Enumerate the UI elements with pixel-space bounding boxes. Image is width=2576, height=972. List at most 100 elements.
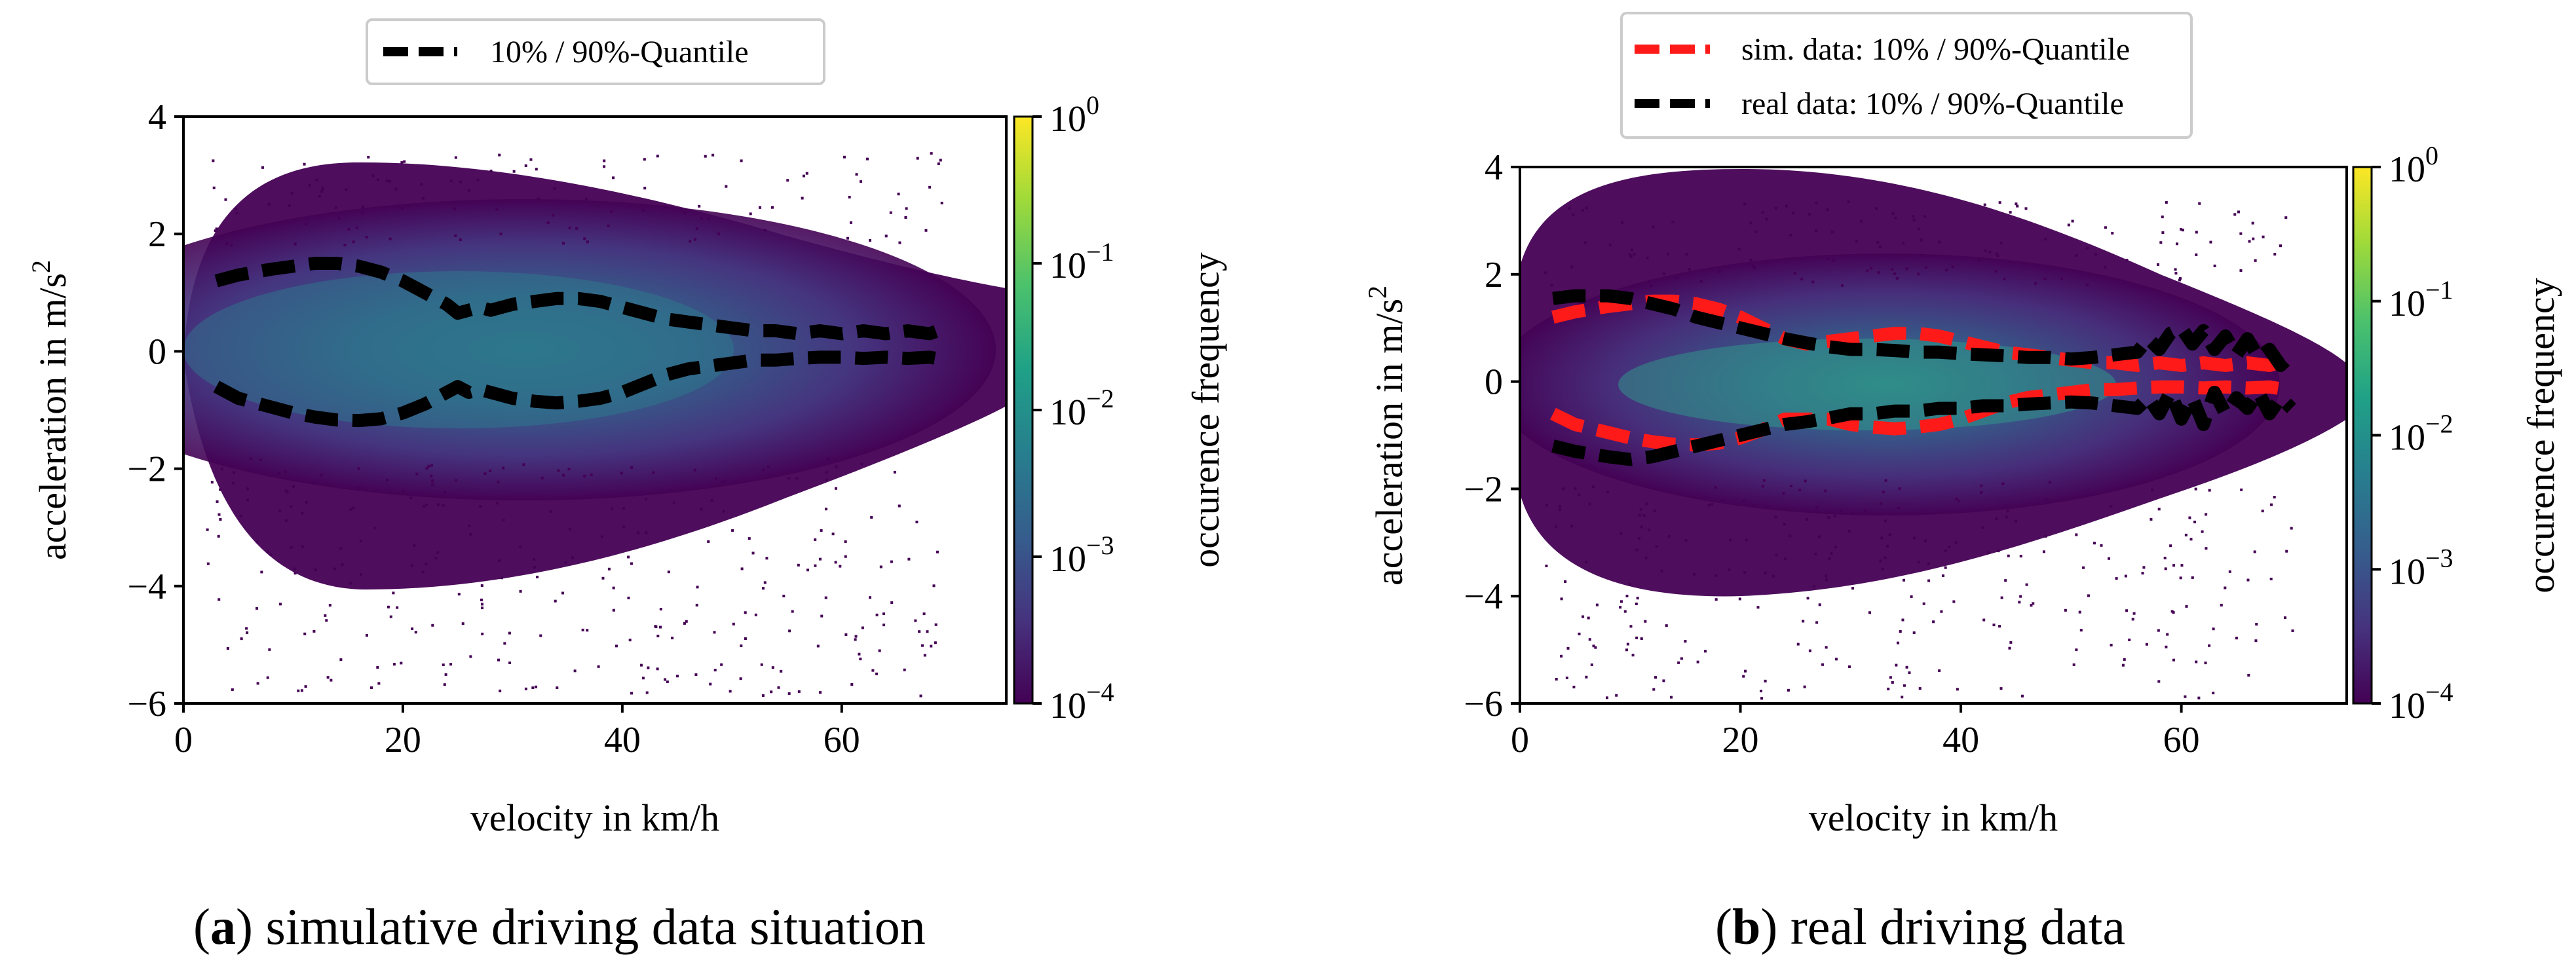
- sparse-point: [707, 540, 710, 543]
- sparse-point: [1639, 508, 1642, 511]
- quantile-series-lower: [213, 350, 947, 428]
- sparse-point: [1876, 241, 1880, 244]
- sparse-point: [1628, 583, 1631, 586]
- sparse-point: [659, 607, 662, 610]
- sparse-point: [2169, 544, 2172, 548]
- sparse-point: [694, 673, 698, 677]
- sparse-point: [321, 188, 324, 191]
- sparse-point: [571, 556, 574, 559]
- sparse-point: [762, 468, 765, 472]
- sparse-point: [1635, 548, 1638, 551]
- sparse-point: [2157, 680, 2161, 683]
- y-tick-label: −6: [1464, 684, 1503, 724]
- sparse-point: [859, 658, 862, 661]
- sparse-point: [1828, 557, 1831, 561]
- sparse-point: [850, 682, 854, 686]
- sparse-point: [367, 155, 370, 159]
- sparse-point: [1588, 638, 1591, 641]
- sparse-point: [300, 689, 303, 692]
- sparse-point: [1655, 545, 1658, 548]
- sparse-point: [854, 635, 858, 638]
- sparse-point: [2174, 268, 2177, 271]
- sparse-point: [1572, 214, 1575, 217]
- sparse-point: [1693, 572, 1696, 576]
- sparse-point: [305, 223, 308, 226]
- sparse-point: [2195, 253, 2198, 256]
- caption-a-text: simulative driving data situation: [265, 898, 926, 955]
- sparse-point: [290, 505, 293, 508]
- sparse-point: [729, 690, 732, 693]
- sparse-point: [855, 173, 858, 176]
- sparse-point: [740, 159, 743, 162]
- sparse-point: [1908, 671, 1911, 675]
- sparse-point: [1917, 272, 1920, 276]
- sparse-point: [2124, 574, 2127, 578]
- sparse-point: [1994, 270, 1998, 273]
- sparse-point: [2093, 542, 2096, 545]
- sparse-point: [936, 550, 939, 553]
- sparse-point: [1793, 272, 1796, 275]
- sparse-point: [290, 546, 293, 549]
- sparse-point: [320, 474, 323, 477]
- legend-entry-b-real: real data: 10% / 90%-Quantile: [1741, 86, 2124, 121]
- sparse-point: [313, 629, 316, 633]
- sparse-point: [2034, 282, 2037, 285]
- sparse-point: [349, 582, 352, 585]
- colorbar-tick-label: 10−4: [1050, 677, 1114, 726]
- axes-frame-a: [182, 115, 1008, 705]
- sparse-point: [844, 633, 848, 636]
- sparse-point: [376, 178, 379, 181]
- sparse-point: [1977, 259, 1980, 263]
- sparse-point: [1619, 532, 1623, 535]
- sparse-point: [2157, 263, 2160, 266]
- sparse-point: [1905, 267, 1908, 271]
- sparse-point: [1879, 559, 1882, 563]
- sparse-point: [1765, 217, 1768, 221]
- sparse-point: [303, 632, 307, 635]
- sparse-point: [603, 165, 606, 168]
- sparse-point: [1885, 544, 1889, 548]
- sparse-point: [932, 584, 936, 588]
- x-tick-label: 40: [1942, 720, 1979, 760]
- sparse-point: [1924, 266, 1927, 269]
- sparse-point: [2188, 516, 2191, 519]
- caption-b-label: b: [1732, 898, 1761, 955]
- sparse-point: [689, 240, 692, 243]
- sparse-point: [2064, 608, 2067, 612]
- sparse-point: [818, 557, 822, 561]
- sparse-point: [1938, 240, 1941, 244]
- sparse-point: [402, 489, 405, 493]
- sparse-point: [1640, 637, 1643, 641]
- sparse-point: [1572, 685, 1576, 688]
- sparse-point: [1958, 499, 1961, 502]
- sparse-point: [361, 205, 364, 208]
- sparse-point: [861, 626, 864, 629]
- sparse-point: [1878, 245, 1882, 248]
- sparse-point: [630, 692, 634, 695]
- sparse-point: [2208, 644, 2211, 647]
- sparse-point: [1783, 557, 1787, 561]
- y-tick-label: 0: [148, 331, 166, 372]
- sparse-point: [1912, 215, 1915, 218]
- sparse-point: [1762, 479, 1766, 482]
- sparse-point: [893, 470, 896, 474]
- sparse-point: [1932, 254, 1935, 257]
- sparse-point: [444, 673, 447, 676]
- sparse-point: [401, 207, 404, 210]
- sparse-point: [1988, 250, 1992, 253]
- sparse-point: [825, 478, 828, 481]
- sparse-point: [1899, 630, 1902, 633]
- sparse-point: [1545, 565, 1548, 568]
- sparse-point: [337, 217, 341, 220]
- sparse-point: [303, 162, 306, 166]
- sparse-point: [535, 168, 538, 171]
- sparse-point: [641, 677, 645, 680]
- sparse-point: [524, 687, 527, 690]
- sparse-point: [1804, 479, 1807, 483]
- sparse-point: [1749, 258, 1752, 261]
- series-group-b: [1550, 289, 2296, 466]
- sparse-point: [1574, 487, 1577, 490]
- sparse-point: [2111, 232, 2114, 235]
- sparse-point: [1623, 610, 1627, 613]
- sparse-point: [400, 662, 403, 665]
